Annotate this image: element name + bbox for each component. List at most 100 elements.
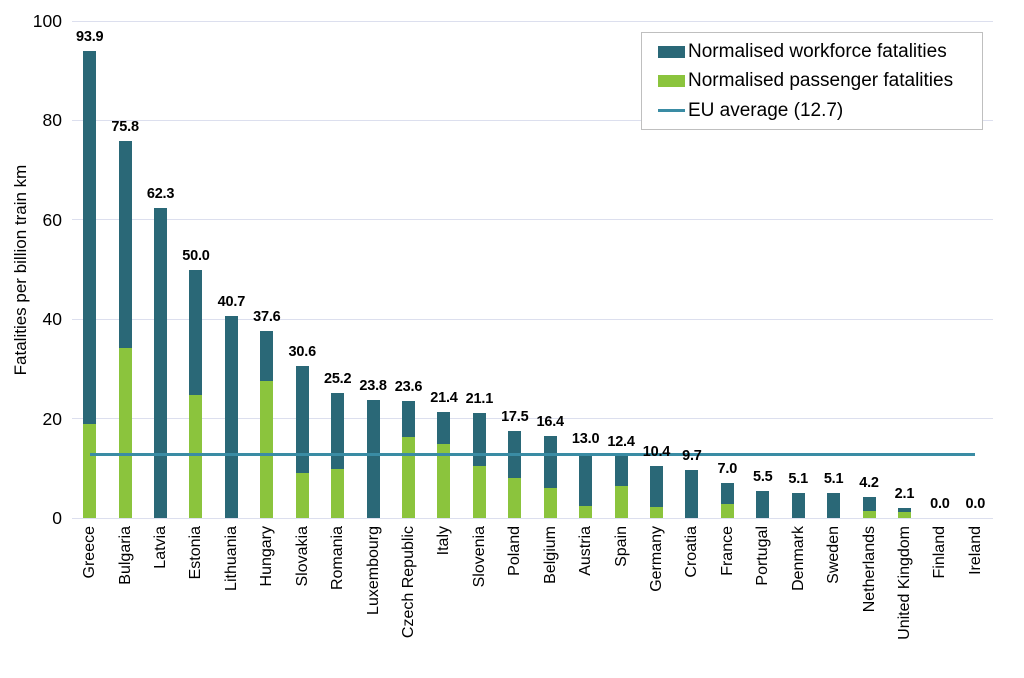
bar-netherlands-workforce: [862, 497, 876, 512]
passenger-swatch-icon: [658, 75, 685, 87]
x-axis-label-france: France: [718, 526, 736, 576]
bar-greece-passenger: [83, 424, 97, 518]
x-axis-label-germany: Germany: [647, 526, 665, 592]
value-label-france: 7.0: [717, 461, 738, 478]
legend-item-workforce: Normalised workforce fatalities: [658, 41, 982, 63]
bar-lithuania-workforce: [224, 315, 238, 518]
x-axis-label-netherlands: Netherlands: [860, 526, 878, 613]
legend-item-passenger: Normalised passenger fatalities: [658, 70, 982, 92]
value-label-germany: 10.4: [642, 444, 671, 461]
x-axis-label-greece: Greece: [81, 526, 99, 579]
gridline-80: [72, 119, 993, 121]
x-axis-label-austria: Austria: [577, 526, 595, 576]
y-axis-title: Fatalities per billion train km: [11, 164, 30, 376]
x-axis-label-slovakia: Slovakia: [293, 526, 311, 587]
bar-netherlands-passenger: [862, 511, 876, 518]
bar-united-kingdom-workforce: [897, 507, 911, 513]
x-axis-label-sweden: Sweden: [825, 526, 843, 584]
x-axis-label-romania: Romania: [329, 526, 347, 591]
bar-slovakia-workforce: [295, 365, 309, 474]
eu-average-line: [89, 453, 976, 457]
value-label-slovenia: 21.1: [465, 391, 494, 408]
value-label-romania: 25.2: [323, 370, 352, 387]
bar-slovenia-workforce: [472, 413, 486, 467]
value-label-denmark: 5.1: [788, 470, 808, 487]
value-label-latvia: 62.3: [146, 186, 175, 203]
x-axis-label-latvia: Latvia: [152, 526, 170, 569]
value-label-czech-republic: 23.6: [394, 378, 423, 395]
x-axis-label-belgium: Belgium: [541, 526, 559, 584]
value-label-slovakia: 30.6: [288, 343, 317, 360]
x-axis-label-hungary: Hungary: [258, 526, 276, 587]
bar-portugal-workforce: [756, 490, 770, 518]
value-label-croatia: 9.7: [682, 447, 702, 464]
value-label-hungary: 37.6: [253, 309, 281, 326]
x-axis-label-lithuania: Lithuania: [222, 526, 240, 591]
x-axis-label-ireland: Ireland: [966, 526, 984, 575]
value-label-netherlands: 4.2: [859, 475, 879, 492]
bar-germany-workforce: [649, 466, 663, 508]
bar-spain-workforce: [614, 456, 628, 487]
value-label-estonia: 50.0: [182, 247, 210, 264]
bar-latvia-workforce: [154, 208, 168, 518]
bar-poland-passenger: [508, 478, 522, 518]
x-axis-label-italy: Italy: [435, 526, 453, 556]
bar-greece-workforce: [83, 51, 97, 425]
gridline-100: [72, 20, 993, 22]
x-axis-label-slovenia: Slovenia: [470, 526, 488, 588]
gridline-20: [72, 418, 993, 420]
bar-spain-passenger: [614, 486, 628, 518]
x-axis-label-finland: Finland: [931, 526, 949, 579]
bar-czech-republic-passenger: [402, 437, 416, 518]
y-tick-label-100: 100: [32, 11, 62, 31]
legend-label-eu-average: EU average (12.7): [688, 99, 844, 121]
bar-belgium-workforce: [543, 436, 557, 489]
y-tick-label-20: 20: [42, 408, 62, 429]
bar-austria-passenger: [579, 506, 593, 518]
y-tick-label-0: 0: [52, 508, 62, 528]
x-axis-label-denmark: Denmark: [789, 526, 807, 591]
value-label-sweden: 5.1: [823, 470, 844, 487]
bar-romania-workforce: [331, 392, 345, 469]
bar-bulgaria-workforce: [118, 141, 132, 348]
y-tick-label-60: 60: [42, 209, 62, 230]
bar-romania-passenger: [331, 468, 345, 518]
x-axis-label-spain: Spain: [612, 526, 630, 567]
x-axis-label-czech-republic: Czech Republic: [400, 526, 418, 639]
value-label-luxembourg: 23.8: [359, 377, 387, 394]
bar-hungary-workforce: [260, 331, 274, 381]
value-label-portugal: 5.5: [752, 468, 773, 485]
value-label-austria: 13.0: [571, 431, 600, 448]
value-label-lithuania: 40.7: [217, 293, 246, 310]
x-axis-label-luxembourg: Luxembourg: [364, 526, 382, 615]
value-label-spain: 12.4: [607, 434, 635, 451]
value-label-poland: 17.5: [501, 409, 529, 426]
workforce-swatch-icon: [658, 45, 685, 58]
bar-france-passenger: [720, 504, 734, 518]
bar-belgium-passenger: [543, 488, 557, 518]
bar-czech-republic-workforce: [402, 400, 416, 438]
bar-hungary-passenger: [260, 380, 274, 518]
bar-germany-passenger: [649, 507, 663, 518]
bar-denmark-workforce: [791, 492, 805, 518]
gridline-60: [72, 219, 993, 221]
value-label-finland: 0.0: [930, 496, 950, 512]
bar-croatia-workforce: [685, 469, 699, 518]
bar-france-workforce: [720, 483, 734, 505]
legend-label-passenger: Normalised passenger fatalities: [688, 70, 954, 91]
bar-slovakia-passenger: [295, 473, 309, 518]
gridline-40: [72, 318, 993, 320]
bar-sweden-workforce: [827, 492, 841, 518]
bar-italy-passenger: [437, 443, 451, 518]
legend: Normalised workforce fatalities Normalis…: [641, 32, 983, 130]
x-axis-label-estonia: Estonia: [187, 526, 205, 580]
bar-italy-workforce: [437, 411, 451, 444]
value-label-italy: 21.4: [430, 389, 458, 406]
x-axis-label-poland: Poland: [506, 526, 524, 576]
x-axis-label-united-kingdom: United Kingdom: [895, 526, 913, 640]
value-label-bulgaria: 75.8: [111, 119, 139, 136]
value-label-united-kingdom: 2.1: [894, 485, 915, 502]
value-label-ireland: 0.0: [965, 496, 986, 512]
